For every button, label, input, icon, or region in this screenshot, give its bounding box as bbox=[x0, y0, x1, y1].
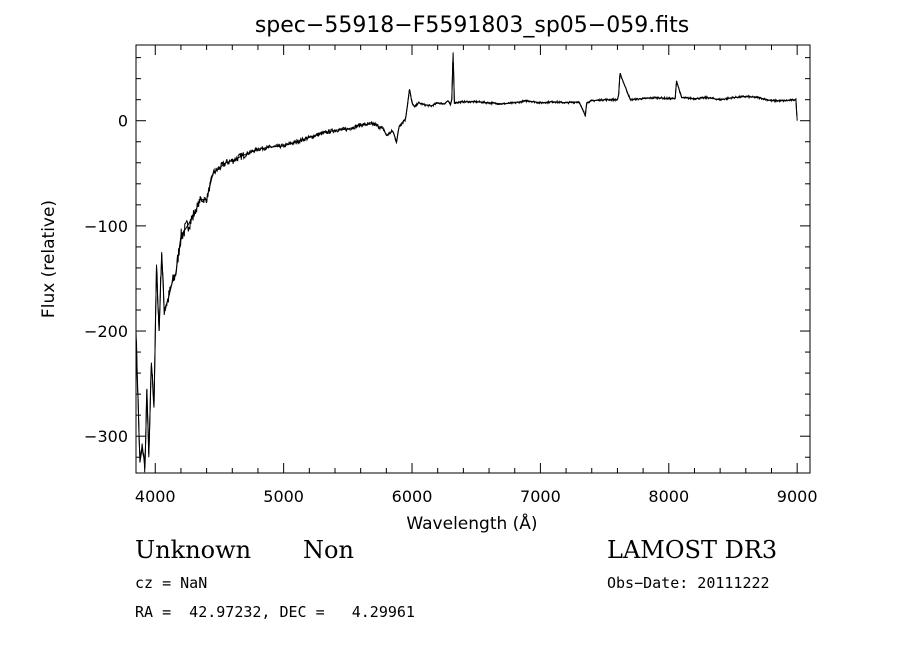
plot-frame bbox=[135, 44, 811, 474]
flux-line bbox=[135, 61, 798, 473]
y-tick-label: 0 bbox=[118, 112, 128, 131]
y-tick-labels: −300 −200 −100 0 bbox=[84, 112, 128, 446]
coordinates-label: RA = 42.97232, DEC = 4.29961 bbox=[135, 603, 415, 621]
x-tick-label: 7000 bbox=[520, 487, 561, 506]
x-tick-label: 9000 bbox=[777, 487, 818, 506]
survey-label: LAMOST DR3 bbox=[607, 536, 778, 564]
chart-title: spec−55918−F5591803_sp05−059.fits bbox=[255, 13, 689, 38]
y-tick-label: −100 bbox=[84, 217, 128, 236]
x-tick-label: 8000 bbox=[648, 487, 689, 506]
y-axis-label: Flux (relative) bbox=[39, 200, 59, 318]
x-axis-label: Wavelength (Å) bbox=[406, 512, 537, 534]
title-group: spec−55918−F5591803_sp05−059.fits bbox=[255, 13, 689, 38]
flux-line-points bbox=[135, 52, 798, 468]
x-tick-label: 5000 bbox=[263, 487, 304, 506]
y-tick-label: −300 bbox=[84, 427, 128, 446]
x-tick-labels: 4000 5000 6000 7000 8000 9000 bbox=[135, 487, 818, 506]
x-tick-label: 4000 bbox=[135, 487, 176, 506]
object-subclass: Non bbox=[303, 536, 354, 564]
obs-date-label: Obs−Date: 20111222 bbox=[607, 574, 770, 592]
x-tick-label: 6000 bbox=[392, 487, 433, 506]
y-tick-label: −200 bbox=[84, 322, 128, 341]
redshift-label: cz = NaN bbox=[135, 574, 208, 592]
object-class: Unknown bbox=[135, 536, 252, 564]
axis-ticks bbox=[136, 45, 810, 473]
